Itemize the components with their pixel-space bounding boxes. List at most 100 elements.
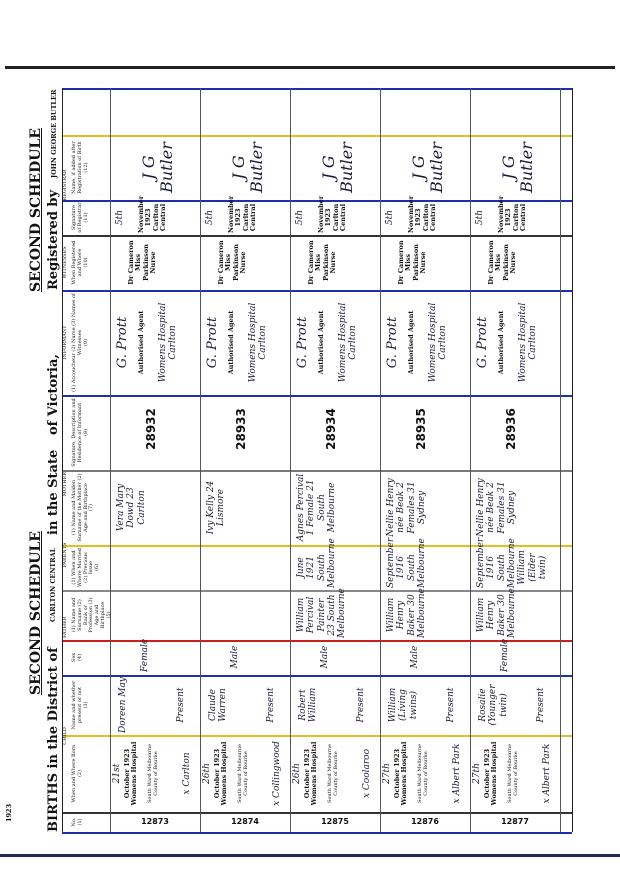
informant-description: Authorised Agent (407, 310, 415, 375)
marriage-details: September 1916 South Melbourne (386, 537, 428, 588)
births-district-heading: BIRTHS in the District of (46, 647, 61, 832)
birth-day: 21st (112, 763, 122, 784)
entry-number: 12877 (501, 817, 529, 826)
mother-details: Nellie Henry née Beak 2 Females 31 Sydne… (386, 478, 428, 537)
column-header-cell: Name and whether present or not (3) (71, 677, 89, 733)
when-registered: November 1923 Carlton Central (407, 195, 438, 233)
witnesses: Dr Cameron Miss Parkinson Nurse (307, 240, 338, 285)
informant-description: Authorised Agent (227, 310, 235, 375)
column-divider (62, 235, 572, 237)
child-sex: Male (410, 645, 420, 669)
row-divider (110, 88, 111, 832)
informant-signature: G. Prott (205, 316, 220, 369)
column-header: When Registered and Where (71, 240, 83, 285)
registration-number: 28932 (144, 408, 158, 450)
registration-number: 28934 (324, 408, 338, 450)
birth-date-place: October 1923 Womens Hospital (213, 741, 229, 806)
birth-place-ward: South Ward Melbourne County of Bourke (417, 743, 429, 804)
entry-number: 12874 (231, 817, 259, 826)
group-father: FATHER (62, 616, 68, 638)
marriage-details: September 1916 South Melbourne William (… (476, 537, 549, 588)
child-name: Claude Warren (208, 688, 229, 722)
registrar-signature: J G Butler (139, 142, 177, 193)
birth-date-place: October 1923 Womens Hospital (303, 741, 319, 806)
second-schedule-left: SECOND SCHEDULE (28, 531, 44, 695)
column-number: (11) (82, 212, 89, 223)
column-header-cell: Signature of Registrar (11) (71, 202, 89, 233)
present-status: Present (536, 687, 546, 723)
witnesses: Dr Cameron Miss Parkinson Nurse (487, 240, 518, 285)
column-number: (9) (82, 338, 89, 347)
column-header-cell: (1) When and Where Married (2) Previous … (71, 547, 101, 588)
entry-number: 12875 (321, 817, 349, 826)
row-divider (572, 88, 573, 832)
column-divider (62, 135, 572, 137)
entry-number: 12873 (141, 817, 169, 826)
present-status: Present (266, 687, 276, 723)
witnesses: Dr Cameron Miss Parkinson Nurse (217, 240, 248, 285)
present-status: Present (176, 687, 186, 723)
birth-day: 26th (292, 763, 302, 784)
witnesses: Dr Cameron Miss Parkinson Nurse (127, 240, 158, 285)
mother-residence: x Albert Park (542, 743, 552, 804)
column-header: Signature of Registrar (71, 202, 83, 233)
column-number: (6) (94, 563, 100, 572)
column-number: (2) (76, 769, 83, 778)
column-header-cell: When Registered and Where (10) (71, 237, 89, 288)
group-registrar: REGISTRAR (62, 169, 68, 201)
second-schedule-right: SECOND SCHEDULE (28, 128, 44, 292)
column-divider (62, 395, 572, 397)
registered-by: Registered by (46, 189, 61, 290)
column-divider (62, 200, 572, 202)
father-details: William Henry Baker 30 Melbourne (386, 588, 428, 638)
column-number: (10) (82, 257, 89, 268)
registrar-name: JOHN GEORGE BUTLER (50, 89, 58, 178)
mother-residence: x Carlton (182, 752, 192, 795)
group-informant: INFORMANT (62, 325, 68, 360)
child-sex: Male (230, 645, 240, 669)
informant-signature: G. Prott (385, 316, 400, 369)
column-header: (1) Name and Surname (2) Rank or Profess… (71, 597, 106, 633)
mother-residence: x Albert Park (452, 743, 462, 804)
column-header-cell: (1) Accoucheur (2) Nurse (3) Names of Wi… (71, 292, 89, 393)
child-name: Doreen May (118, 677, 128, 733)
column-divider (62, 812, 572, 814)
mother-details: Vera Mary Dowd 23 Carlton (116, 483, 147, 532)
informant-signature: G. Prott (295, 316, 310, 369)
row-divider (470, 88, 471, 832)
birth-place-ward: South Ward Melbourne County of Bourke (507, 743, 519, 804)
row-divider (290, 88, 291, 832)
informant-residence: Womens Hospital Carlton (428, 302, 449, 383)
birth-date-place: October 1923 Womens Hospital (123, 741, 139, 806)
column-number: (4) (76, 653, 83, 662)
column-header: (1) Accoucheur (2) Nurse (3) Names of Wi… (71, 293, 83, 392)
column-divider (62, 735, 572, 737)
present-status: Present (356, 687, 366, 723)
child-sex: Male (320, 645, 330, 669)
column-header-cell: Sex (4) (71, 642, 84, 673)
informant-residence: Womens Hospital Carlton (338, 302, 359, 383)
column-header: (1) When and Where Married (2) Previous … (71, 548, 95, 587)
registration-number: 28935 (414, 408, 428, 450)
column-number: (8) (82, 428, 89, 437)
column-header: (1) Name and Maiden Surname of the Mothe… (71, 473, 89, 542)
marriage-details: June 1921 South Melbourne (296, 538, 338, 588)
birth-day: 27th (382, 763, 392, 784)
column-header-cell: (1) Name and Maiden Surname of the Mothe… (71, 472, 95, 543)
column-divider (62, 675, 572, 677)
column-number: (5) (105, 611, 112, 619)
witnesses: Dr Cameron Miss Parkinson Nurse (397, 240, 428, 285)
column-divider (62, 545, 572, 547)
top-rule (5, 66, 615, 69)
row-divider (560, 88, 561, 832)
registrar-signature: J G Butler (319, 142, 357, 193)
birth-place-ward: South Ward Melbourne County of Bourke (237, 743, 249, 804)
column-number: (12) (82, 162, 89, 173)
year: 1923 (5, 803, 13, 822)
column-header-cell: Name, if added after Registration of Bir… (71, 137, 89, 198)
row-divider (380, 88, 381, 832)
mother-residence: x Coolaroo (362, 748, 372, 799)
child-name: Robert William (298, 687, 319, 723)
informant-description: Authorised Agent (317, 310, 325, 375)
